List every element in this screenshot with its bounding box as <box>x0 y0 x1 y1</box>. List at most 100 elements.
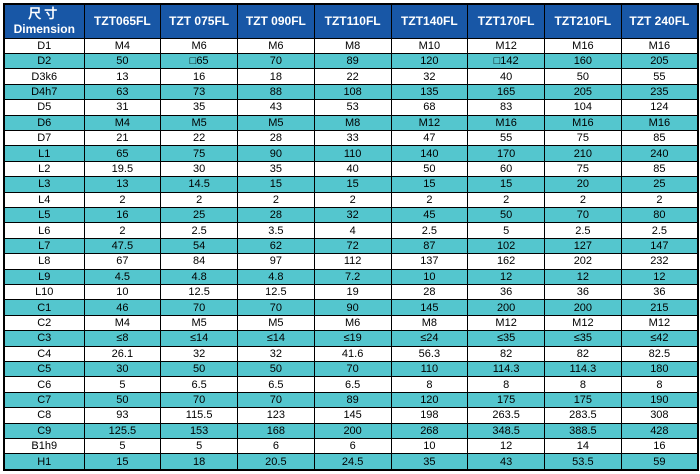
value-cell: 88 <box>237 83 315 101</box>
value-cell: 8 <box>544 376 622 393</box>
row-label: L2 <box>3 160 85 178</box>
value-cell: 75 <box>160 145 238 162</box>
value-cell: 97 <box>237 253 315 270</box>
value-cell: 14.5 <box>160 176 238 193</box>
value-cell: 70 <box>313 361 392 378</box>
value-cell: 80 <box>620 206 699 224</box>
value-cell: 12 <box>467 438 545 455</box>
value-cell: 135 <box>390 83 469 101</box>
value-cell: 6 <box>313 438 392 455</box>
value-cell: 53 <box>313 99 392 116</box>
value-cell: 72 <box>313 237 392 255</box>
value-cell: 147 <box>620 237 699 255</box>
value-cell: 5 <box>467 222 545 239</box>
value-cell: 210 <box>544 145 622 162</box>
value-cell: 120 <box>390 391 469 409</box>
column-header: TZT140FL <box>390 3 469 39</box>
value-cell: 123 <box>237 407 315 424</box>
value-cell: M6 <box>313 314 392 332</box>
value-cell: 283.5 <box>544 407 622 424</box>
value-cell: 70 <box>160 391 238 409</box>
value-cell: 190 <box>620 391 699 409</box>
value-cell: 5 <box>160 438 238 455</box>
value-cell: 85 <box>620 129 699 147</box>
row-label: L5 <box>3 206 85 224</box>
value-cell: 200 <box>467 299 545 316</box>
value-cell: 13 <box>83 176 162 193</box>
value-cell: 145 <box>313 407 392 424</box>
value-cell: ≤8 <box>83 330 162 347</box>
table-row: L4 2 2 2 2 2 2 2 2 <box>3 191 699 208</box>
value-cell: M4 <box>83 37 162 54</box>
value-cell: 5 <box>83 376 162 393</box>
value-cell: 348.5 <box>467 422 545 440</box>
row-label: L9 <box>3 268 85 286</box>
value-cell: 45 <box>390 206 469 224</box>
row-label: B1h9 <box>3 438 85 455</box>
value-cell: 70 <box>160 299 238 316</box>
value-cell: 41.6 <box>313 345 392 363</box>
dimension-table: 尺寸 Dimension TZT065FL TZT 075FL TZT 090FL T… <box>3 3 699 471</box>
row-label: L10 <box>3 283 85 301</box>
table-row: C9 125.5 153 168 200 268 348.5 388.5 428 <box>3 422 699 440</box>
value-cell: M8 <box>313 114 392 131</box>
row-label: D7 <box>3 129 85 147</box>
row-label: D1 <box>3 37 85 54</box>
table-row: C1 46 70 70 90 145 200 200 215 <box>3 299 699 316</box>
value-cell: 59 <box>620 453 699 471</box>
value-cell: 4.8 <box>237 268 315 286</box>
value-cell: 4.8 <box>160 268 238 286</box>
value-cell: 200 <box>544 299 622 316</box>
dimension-header-cell: 尺寸 Dimension <box>3 3 85 39</box>
row-label: C3 <box>3 330 85 347</box>
value-cell: 32 <box>313 206 392 224</box>
value-cell: 26.1 <box>83 345 162 363</box>
row-label: C2 <box>3 314 85 332</box>
table-row: C4 26.1 32 32 41.6 56.3 82 82 82.5 <box>3 345 699 363</box>
value-cell: M6 <box>160 37 238 54</box>
value-cell: 18 <box>160 453 238 471</box>
value-cell: M16 <box>544 114 622 131</box>
value-cell: 30 <box>160 160 238 178</box>
row-label: C6 <box>3 376 85 393</box>
value-cell: 50 <box>83 391 162 409</box>
value-cell: 55 <box>467 129 545 147</box>
value-cell: 15 <box>467 176 545 193</box>
value-cell: 70 <box>237 52 315 70</box>
value-cell: 240 <box>620 145 699 162</box>
value-cell: 16 <box>160 68 238 85</box>
value-cell: 47 <box>390 129 469 147</box>
value-cell: 90 <box>237 145 315 162</box>
value-cell: 2 <box>620 191 699 208</box>
row-label: H1 <box>3 453 85 471</box>
value-cell: M6 <box>237 37 315 54</box>
value-cell: 8 <box>620 376 699 393</box>
value-cell: M12 <box>620 314 699 332</box>
row-label: C4 <box>3 345 85 363</box>
row-label: D2 <box>3 52 85 70</box>
table-row: D7 21 22 28 33 47 55 75 85 <box>3 129 699 147</box>
value-cell: 2.5 <box>544 222 622 239</box>
row-label: C1 <box>3 299 85 316</box>
value-cell: ≤14 <box>237 330 315 347</box>
dimension-label-en: Dimension <box>13 21 75 36</box>
value-cell: 125.5 <box>83 422 162 440</box>
value-cell: 205 <box>544 83 622 101</box>
value-cell: 198 <box>390 407 469 424</box>
value-cell: 35 <box>390 453 469 471</box>
row-label: D3k6 <box>3 68 85 85</box>
table-row: L5 16 25 28 32 45 50 70 80 <box>3 206 699 224</box>
value-cell: 10 <box>83 283 162 301</box>
value-cell: ≤14 <box>160 330 238 347</box>
value-cell: 30 <box>83 361 162 378</box>
table-row: C3 ≤8 ≤14 ≤14 ≤19 ≤24 ≤35 ≤35 ≤42 <box>3 330 699 347</box>
value-cell: 168 <box>237 422 315 440</box>
table-row: L1 65 75 90 110 140 170 210 240 <box>3 145 699 162</box>
value-cell: 12 <box>467 268 545 286</box>
table-row: C2 M4 M5 M5 M6 M8 M12 M12 M12 <box>3 314 699 332</box>
value-cell: 93 <box>83 407 162 424</box>
row-label: D5 <box>3 99 85 116</box>
table-row: L6 2 2.5 3.5 4 2.5 5 2.5 2.5 <box>3 222 699 239</box>
value-cell: 6.5 <box>160 376 238 393</box>
value-cell: 15 <box>237 176 315 193</box>
